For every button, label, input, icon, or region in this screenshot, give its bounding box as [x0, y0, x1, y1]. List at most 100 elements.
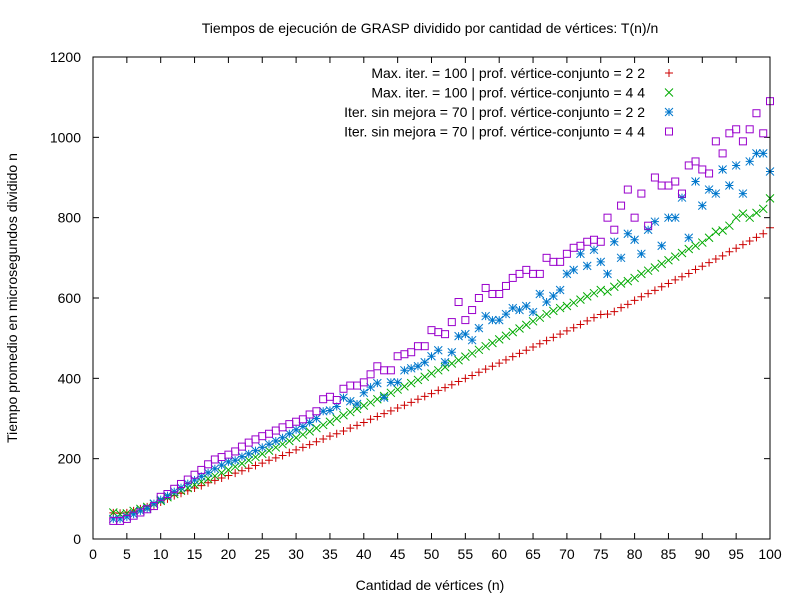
data-point-plus — [339, 426, 348, 435]
x-tick-label: 80 — [627, 546, 643, 562]
data-point-plus — [251, 461, 260, 470]
y-tick-label: 800 — [58, 210, 82, 226]
data-point-cross — [643, 266, 653, 276]
data-point-square — [508, 273, 517, 282]
data-point-cross — [725, 221, 734, 231]
data-point-plus — [319, 434, 328, 443]
data-point-star — [582, 261, 592, 271]
data-point-square — [732, 125, 741, 134]
data-point-star — [745, 157, 755, 166]
data-point-square — [617, 201, 626, 210]
data-point-plus — [623, 300, 632, 309]
data-point-cross — [400, 382, 409, 391]
data-point-plus — [420, 392, 429, 401]
data-point-star — [637, 249, 646, 259]
data-point-star — [684, 233, 694, 243]
legend: Max. iter. = 100 | prof. vértice-conjunt… — [344, 65, 674, 140]
data-point-cross — [325, 417, 335, 427]
data-point-plus — [210, 476, 219, 485]
data-point-plus — [265, 456, 274, 465]
data-point-star — [670, 213, 680, 223]
data-point-square — [332, 396, 341, 405]
data-point-cross — [623, 276, 633, 286]
data-point-star — [515, 305, 524, 315]
data-point-square — [522, 265, 531, 274]
data-point-star — [697, 201, 707, 210]
plot-frame — [92, 56, 771, 540]
data-point-square — [454, 298, 463, 307]
data-point-cross — [406, 378, 416, 388]
data-point-plus — [413, 395, 422, 404]
data-point-square — [664, 181, 673, 190]
data-point-star — [562, 269, 572, 279]
data-point-plus — [224, 471, 233, 480]
data-point-plus — [759, 229, 768, 238]
data-point-plus — [292, 445, 301, 454]
data-point-star — [691, 177, 700, 186]
data-point-square — [447, 318, 456, 327]
data-point-star — [758, 149, 768, 158]
data-point-cross — [183, 483, 193, 493]
data-point-square — [623, 185, 632, 194]
data-point-cross — [684, 244, 694, 254]
data-point-star — [122, 512, 132, 522]
plot-area — [108, 97, 775, 525]
data-point-plus — [447, 380, 456, 389]
data-point-star — [251, 446, 260, 455]
data-point-plus — [244, 464, 253, 473]
x-tick-label: 45 — [390, 546, 406, 562]
data-point-plus — [197, 481, 206, 490]
data-point-plus — [671, 275, 680, 284]
data-point-plus — [745, 236, 754, 245]
data-point-square — [190, 470, 199, 479]
data-point-plus — [718, 251, 727, 260]
data-point-cross — [562, 301, 572, 311]
data-point-star — [372, 378, 382, 388]
axes: 0 5 10 15 20 25 30 35 40 45 50 55 60 65 70 75 80 85 90 95 10… — [50, 49, 782, 562]
data-point-plus — [468, 371, 477, 380]
data-point-star — [406, 363, 416, 373]
legend-label: Max. iter. = 100 | prof. vértice-conjunt… — [371, 65, 645, 81]
data-point-cross — [515, 324, 524, 333]
data-point-plus — [529, 343, 538, 352]
data-point-star — [136, 506, 145, 516]
x-tick-label: 90 — [695, 546, 711, 562]
data-point-cross — [521, 320, 531, 330]
data-point-cross — [616, 279, 626, 288]
data-point-star — [420, 357, 430, 367]
data-point-star — [244, 449, 254, 459]
data-point-star — [183, 479, 193, 488]
data-point-cross — [433, 365, 443, 375]
data-point-cross — [224, 465, 233, 475]
data-point-square — [630, 213, 639, 222]
data-point-star — [284, 429, 294, 439]
data-point-plus — [738, 240, 747, 249]
x-tick-label: 60 — [491, 546, 507, 562]
data-point-plus — [576, 320, 585, 329]
data-point-plus — [407, 398, 416, 407]
data-point-cross — [339, 410, 348, 420]
data-point-plus — [488, 362, 497, 371]
data-point-plus — [346, 424, 355, 433]
data-point-plus — [556, 330, 565, 339]
data-point-star — [494, 315, 504, 325]
data-point-cross — [697, 238, 707, 247]
data-point-star — [664, 213, 673, 223]
data-point-star — [677, 193, 687, 202]
data-point-plus — [705, 258, 714, 267]
data-point-square — [177, 479, 186, 488]
data-point-square — [407, 348, 416, 357]
data-point-star — [589, 245, 599, 255]
data-point-cross — [312, 423, 321, 433]
data-point-plus — [393, 404, 402, 413]
data-point-star — [488, 315, 497, 325]
data-point-plus — [664, 279, 673, 288]
data-point-plus — [650, 286, 659, 295]
data-point-square — [501, 281, 510, 290]
data-point-plus — [583, 316, 592, 325]
data-point-plus — [353, 421, 362, 430]
data-point-cross — [738, 209, 748, 219]
data-point-cross — [576, 295, 585, 304]
data-point-star — [555, 285, 565, 295]
